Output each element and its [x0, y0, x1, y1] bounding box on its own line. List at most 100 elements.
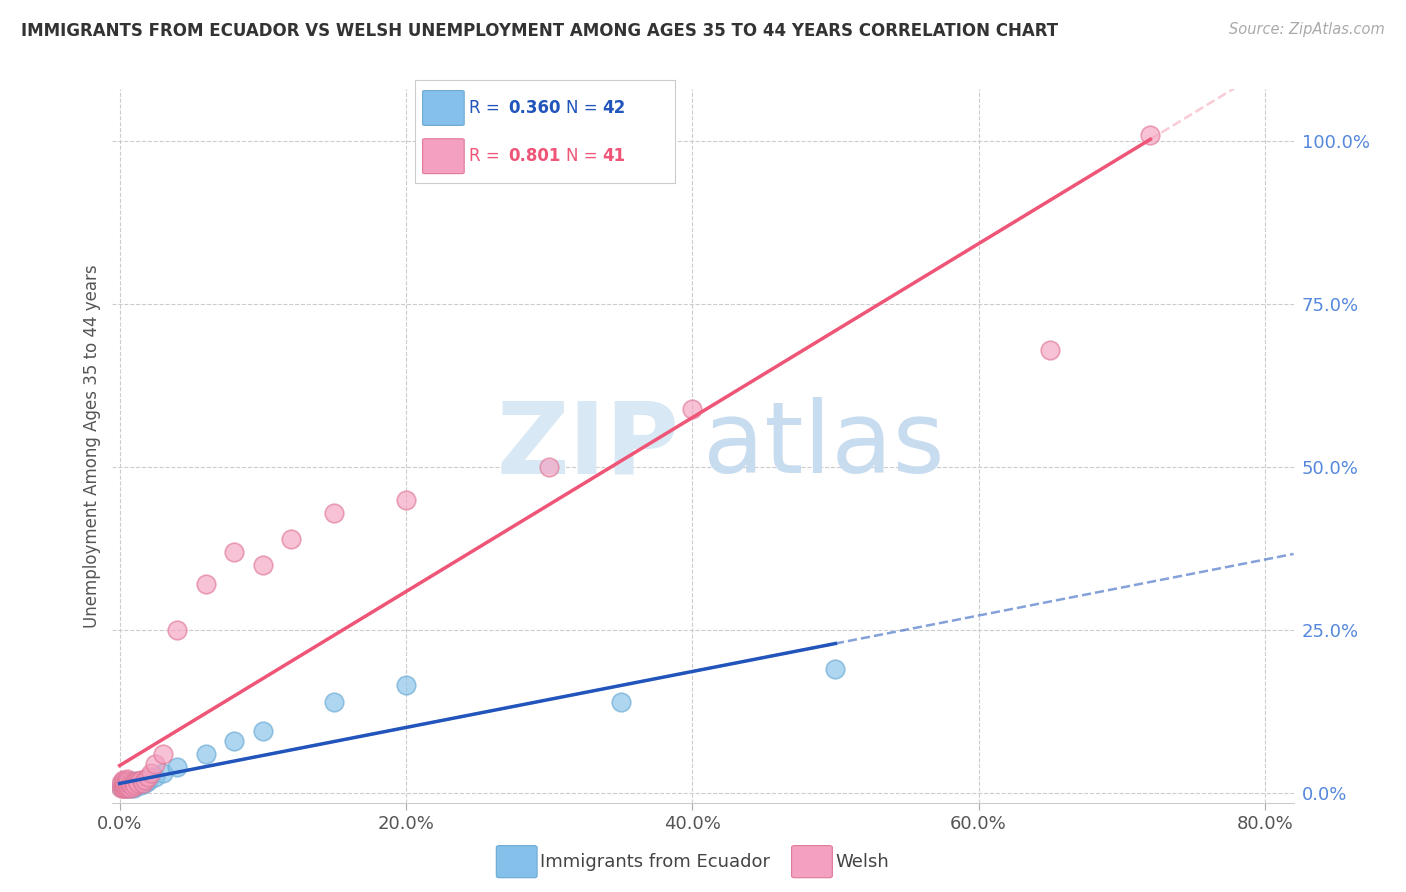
Point: [111, 776, 134, 790]
Point: [122, 776, 145, 790]
Point: [128, 776, 150, 790]
Point: [152, 766, 174, 780]
Point: [152, 747, 174, 761]
Point: [114, 778, 136, 792]
Point: [118, 776, 141, 790]
Point: [117, 776, 139, 790]
Text: 0.360: 0.360: [509, 99, 561, 117]
Text: R =: R =: [470, 147, 505, 165]
Point: [124, 778, 146, 792]
Point: [252, 558, 274, 572]
Point: [111, 772, 134, 787]
Point: [395, 678, 418, 692]
Point: [145, 756, 167, 771]
Point: [125, 776, 148, 790]
Point: [681, 401, 703, 416]
Point: [166, 623, 188, 637]
Point: [121, 780, 143, 794]
Point: [127, 776, 149, 790]
Point: [134, 776, 156, 790]
Point: [120, 780, 142, 794]
Point: [118, 778, 141, 792]
Point: [194, 747, 217, 761]
Point: [112, 780, 135, 795]
Text: atlas: atlas: [703, 398, 945, 494]
Point: [115, 776, 138, 790]
Point: [117, 774, 139, 789]
Text: N =: N =: [565, 99, 603, 117]
Point: [224, 734, 246, 748]
Point: [129, 778, 152, 792]
Point: [115, 776, 138, 790]
Point: [112, 778, 135, 792]
Point: [115, 780, 138, 794]
Text: ZIP: ZIP: [496, 398, 679, 494]
Text: IMMIGRANTS FROM ECUADOR VS WELSH UNEMPLOYMENT AMONG AGES 35 TO 44 YEARS CORRELAT: IMMIGRANTS FROM ECUADOR VS WELSH UNEMPLO…: [21, 22, 1059, 40]
Point: [134, 772, 156, 787]
Point: [136, 770, 159, 784]
Point: [194, 577, 217, 591]
Point: [166, 760, 188, 774]
Point: [609, 695, 631, 709]
Text: N =: N =: [565, 147, 603, 165]
Point: [111, 780, 134, 795]
Point: [139, 766, 162, 780]
Point: [280, 532, 302, 546]
Point: [1139, 128, 1161, 142]
Point: [112, 780, 135, 795]
Point: [115, 780, 138, 795]
Point: [111, 780, 134, 794]
FancyBboxPatch shape: [423, 139, 464, 174]
Point: [112, 778, 135, 792]
Point: [122, 780, 145, 795]
Point: [252, 724, 274, 739]
Point: [224, 545, 246, 559]
Point: [110, 776, 132, 790]
Text: R =: R =: [470, 99, 505, 117]
Point: [120, 778, 142, 792]
Point: [118, 780, 141, 795]
Point: [115, 780, 138, 795]
Point: [114, 776, 136, 790]
Point: [136, 774, 159, 789]
Point: [115, 772, 138, 786]
Text: 42: 42: [602, 99, 626, 117]
Point: [824, 662, 846, 676]
Point: [127, 774, 149, 789]
Text: 41: 41: [602, 147, 626, 165]
Point: [121, 780, 143, 794]
Point: [112, 776, 135, 790]
Text: 0.801: 0.801: [509, 147, 561, 165]
Point: [110, 780, 132, 795]
Point: [538, 460, 561, 475]
Point: [114, 780, 136, 794]
Point: [117, 780, 139, 794]
Point: [131, 776, 153, 790]
Point: [118, 774, 141, 789]
Point: [323, 506, 346, 520]
Point: [124, 778, 146, 792]
Text: Immigrants from Ecuador: Immigrants from Ecuador: [540, 853, 770, 871]
Point: [323, 695, 346, 709]
Point: [115, 778, 138, 792]
Point: [110, 780, 132, 794]
Point: [114, 780, 136, 794]
Point: [145, 770, 167, 784]
Point: [395, 492, 418, 507]
Text: Welsh: Welsh: [835, 853, 889, 871]
FancyBboxPatch shape: [423, 91, 464, 126]
Point: [131, 772, 153, 787]
Point: [112, 774, 135, 789]
Point: [121, 774, 143, 789]
Point: [117, 780, 139, 794]
Point: [111, 778, 134, 792]
Point: [120, 776, 142, 790]
Point: [114, 774, 136, 789]
Y-axis label: Unemployment Among Ages 35 to 44 years: Unemployment Among Ages 35 to 44 years: [83, 264, 101, 628]
Point: [122, 776, 145, 790]
Point: [125, 774, 148, 789]
Point: [129, 772, 152, 787]
Point: [118, 780, 141, 795]
Point: [1039, 343, 1062, 357]
Text: Source: ZipAtlas.com: Source: ZipAtlas.com: [1229, 22, 1385, 37]
